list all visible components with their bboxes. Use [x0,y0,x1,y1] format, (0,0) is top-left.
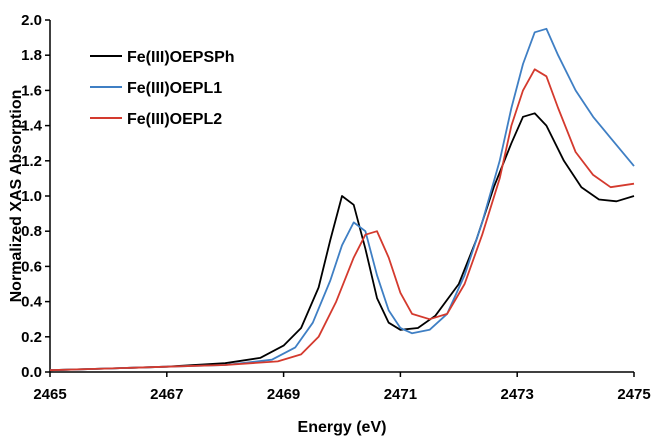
x-axis-ticks: 2465 2467 2469 2471 2473 2475 [33,372,651,403]
x-tick-label: 2467 [150,386,183,403]
series-line-3 [49,68,635,372]
y-tick-label: 1.2 [21,153,42,170]
y-tick-label: 0.4 [21,294,43,311]
x-tick-label: 2469 [267,386,300,403]
y-tick-label: 1.8 [21,47,42,64]
x-axis-label: Energy (eV) [298,419,387,436]
legend: Fe(III)OEPSPh Fe(III)OEPL1 Fe(III)OEPL2 [90,49,235,128]
y-tick-label: 0.2 [21,329,42,346]
series-lines [49,27,635,372]
x-tick-label: 2473 [501,386,534,403]
series-line-1 [49,112,635,372]
y-tick-label: 1.6 [21,82,42,99]
legend-label: Fe(III)OEPL1 [127,80,222,97]
y-tick-label: 0.0 [21,364,42,381]
legend-label: Fe(III)OEPL2 [127,111,222,128]
legend-label: Fe(III)OEPSPh [127,49,235,66]
y-tick-label: 1.0 [21,188,42,205]
series-line-2 [49,27,635,372]
x-tick-label: 2465 [33,386,66,403]
y-tick-label: 0.6 [21,258,42,275]
y-tick-label: 1.4 [21,118,43,135]
y-axis-ticks: 0.0 0.2 0.4 0.6 0.8 1.0 1.2 1.4 1.6 1.8 2.0 [21,12,50,381]
x-tick-label: 2471 [384,386,417,403]
y-axis-label: Normalized XAS Absorption [8,90,25,303]
y-tick-label: 0.8 [21,223,42,240]
y-tick-label: 2.0 [21,12,42,29]
x-tick-label: 2475 [617,386,650,403]
